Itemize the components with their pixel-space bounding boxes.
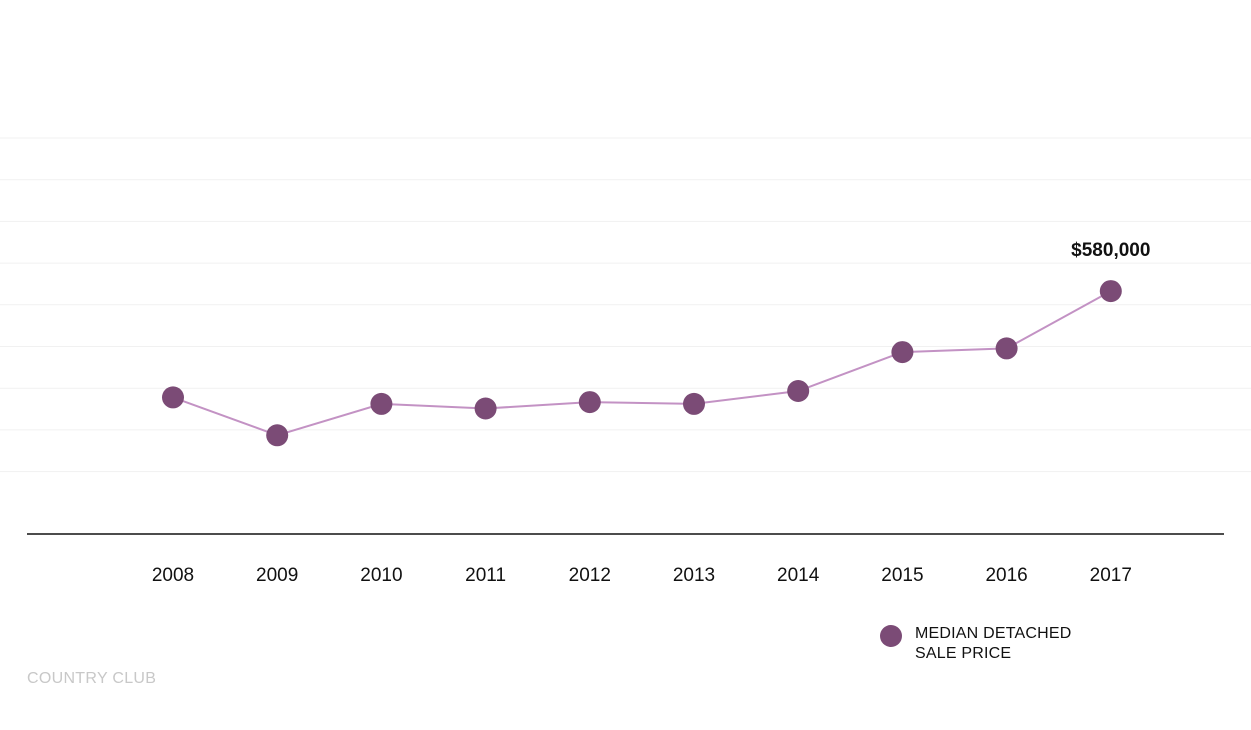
x-tick-label-2010: 2010: [360, 565, 402, 586]
data-labels: $580,000: [1071, 240, 1150, 261]
x-tick-label-2012: 2012: [569, 565, 611, 586]
legend-label: MEDIAN DETACHED SALE PRICE: [915, 625, 1072, 662]
data-point-2011: [474, 397, 497, 420]
x-tick-label-2013: 2013: [673, 565, 715, 586]
x-tick-label-2017: 2017: [1090, 565, 1132, 586]
data-point-2010: [370, 392, 393, 415]
legend-swatch-icon: [880, 625, 902, 647]
x-tick-label-2011: 2011: [465, 565, 506, 586]
x-axis-ticks: 2008 2009 2010 2011 2012 2013 2014 2015 2016 2017: [152, 565, 1132, 586]
data-point-2009: [266, 424, 289, 447]
data-point-2012: [578, 391, 601, 414]
x-tick-label-2009: 2009: [256, 565, 298, 586]
data-label-2017: $580,000: [1071, 240, 1150, 261]
data-point-2013: [683, 392, 705, 415]
data-point-2016: [995, 337, 1018, 360]
x-tick-label-2008: 2008: [152, 565, 194, 586]
data-points: [162, 280, 1122, 447]
data-point-2014: [787, 380, 810, 402]
area-label: COUNTRY CLUB: [27, 670, 157, 687]
data-point-2017: [1099, 280, 1122, 303]
data-point-2008: [162, 386, 184, 409]
x-tick-label-2014: 2014: [777, 565, 820, 586]
series-line-median-price: [172, 290, 1112, 437]
legend: MEDIAN DETACHED SALE PRICE: [880, 624, 1115, 664]
x-tick-label-2016: 2016: [985, 565, 1027, 586]
gridlines: [0, 137, 1251, 473]
data-point-2015: [891, 341, 914, 364]
x-tick-label-2015: 2015: [881, 565, 923, 586]
